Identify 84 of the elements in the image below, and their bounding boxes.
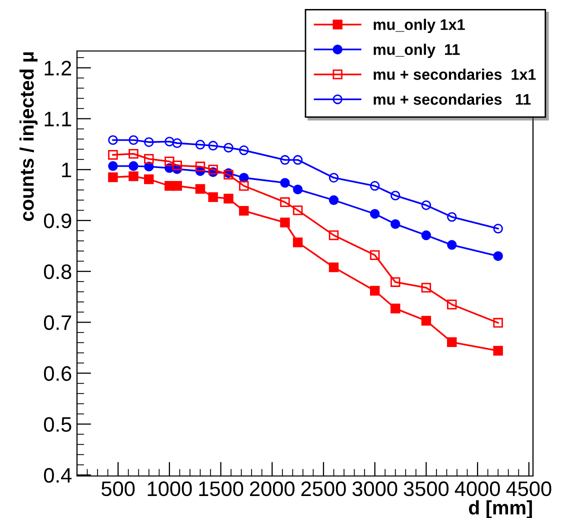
point	[390, 304, 400, 314]
point	[292, 205, 303, 216]
point	[421, 282, 432, 293]
y-tick-label: 1.2	[44, 60, 72, 76]
x-tick-label: 1000	[148, 481, 192, 496]
point	[447, 212, 457, 222]
point	[195, 184, 206, 194]
point	[280, 197, 290, 208]
point	[370, 250, 380, 260]
point	[493, 346, 503, 356]
x-tick-label: 4500	[506, 481, 552, 496]
point	[172, 181, 182, 191]
y-tick-label: 0.5	[44, 417, 72, 432]
point	[144, 154, 154, 164]
point	[128, 161, 138, 171]
y-tick-label: 0.8	[44, 264, 72, 280]
point	[239, 145, 249, 156]
y-tick-label: 1	[62, 162, 72, 178]
y-axis-title: counts / injected μ	[20, 52, 38, 221]
point	[280, 218, 290, 228]
point	[164, 136, 174, 146]
y-tick-label: 0.4	[44, 468, 72, 483]
point	[292, 184, 303, 194]
point	[421, 316, 432, 326]
point	[108, 150, 118, 160]
y-tick-label: 0.7	[44, 315, 72, 330]
legend-label: mu_only 11	[374, 44, 460, 58]
x-tick-label: 500	[102, 481, 135, 496]
point	[208, 140, 218, 151]
point	[328, 195, 339, 205]
point	[144, 137, 154, 147]
point	[390, 219, 400, 229]
point	[328, 230, 339, 240]
point	[108, 172, 118, 182]
y-tick-label: 0.6	[44, 366, 72, 381]
point	[421, 200, 432, 210]
point	[328, 262, 339, 272]
x-tick-label: 2000	[250, 481, 294, 496]
point	[195, 162, 206, 172]
x-tick-label: 3000	[352, 481, 398, 496]
point	[108, 161, 118, 171]
y-tick-label: 0.9	[44, 213, 72, 228]
point	[224, 142, 234, 153]
point	[370, 181, 380, 191]
y-tick-label: 1.1	[44, 112, 72, 126]
point	[292, 155, 303, 165]
x-axis-title: d [mm]	[468, 500, 532, 518]
point	[447, 337, 457, 347]
x-tick-label: 1500	[199, 481, 244, 496]
point	[370, 209, 380, 219]
point	[280, 155, 290, 165]
point	[224, 194, 234, 204]
x-tick-label: 3500	[404, 481, 449, 496]
point	[128, 148, 138, 159]
point	[239, 206, 249, 216]
point	[370, 286, 380, 296]
point	[195, 140, 206, 150]
point	[239, 172, 249, 183]
x-tick-label: 2500	[301, 481, 346, 496]
point	[128, 171, 138, 182]
point	[172, 138, 182, 148]
point	[208, 192, 218, 202]
legend-label: mu + secondaries 1x1	[374, 68, 536, 80]
point	[493, 251, 503, 261]
point	[447, 240, 457, 250]
legend-label: mu_only 1x1	[374, 18, 465, 34]
point	[292, 238, 303, 248]
point	[144, 174, 154, 184]
point	[208, 164, 218, 174]
point	[239, 181, 249, 191]
point	[108, 135, 118, 145]
point	[421, 230, 432, 240]
point	[164, 156, 174, 166]
point	[390, 190, 400, 200]
point	[172, 160, 182, 170]
point	[128, 135, 138, 145]
point	[390, 277, 400, 287]
point	[280, 178, 290, 188]
point	[447, 300, 457, 310]
legend-label: mu + secondaries 11	[374, 94, 531, 105]
point	[493, 318, 503, 328]
point	[493, 224, 503, 234]
x-tick-label: 4000	[454, 481, 500, 496]
point	[328, 172, 339, 183]
